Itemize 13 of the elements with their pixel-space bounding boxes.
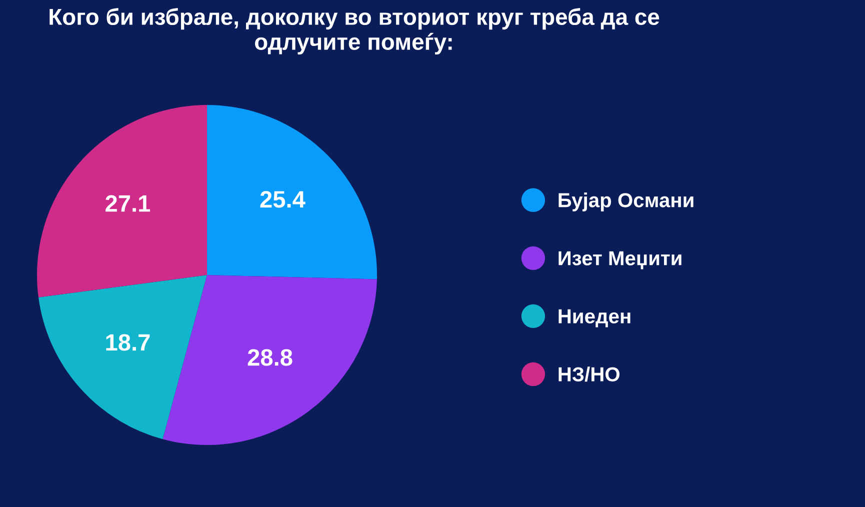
legend-label: НЗ/НО xyxy=(558,366,620,382)
data-label: 25.4 xyxy=(260,191,306,208)
legend-label: Бујар Османи xyxy=(558,192,694,212)
data-label: 18.7 xyxy=(106,334,150,351)
legend-label: Ниеден xyxy=(558,309,630,328)
chart-title: Кого би избрале, доколку во вториот круг треба да се одлучите помеѓу: xyxy=(50,8,660,54)
data-label: 27.1 xyxy=(106,195,150,212)
data-label: 28.8 xyxy=(248,349,292,366)
pie-slice xyxy=(207,105,377,280)
legend-label: Изет Меџити xyxy=(558,251,682,270)
pie-slice xyxy=(38,275,207,440)
pie-slice xyxy=(162,275,377,445)
pie-slice xyxy=(37,105,207,298)
